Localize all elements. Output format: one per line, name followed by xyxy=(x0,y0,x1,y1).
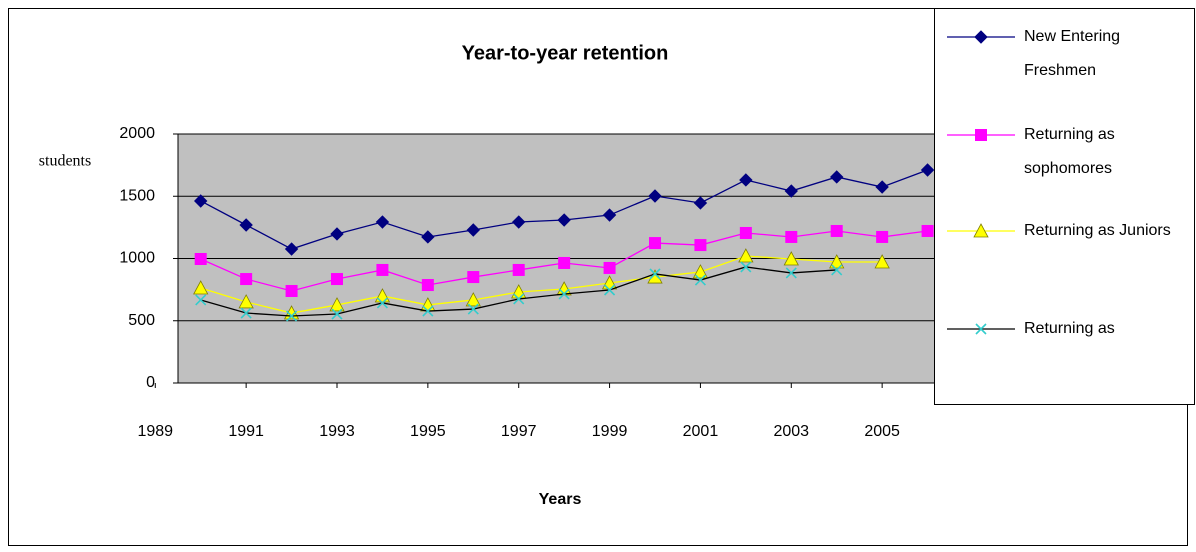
marker xyxy=(239,218,253,232)
marker xyxy=(831,264,843,276)
marker xyxy=(830,170,844,184)
marker xyxy=(421,279,434,292)
marker xyxy=(238,294,254,309)
x-tick-label: 1991 xyxy=(228,423,264,440)
marker xyxy=(875,180,889,194)
marker xyxy=(558,256,571,269)
marker xyxy=(921,224,934,237)
marker xyxy=(513,293,525,305)
marker xyxy=(194,194,208,208)
marker xyxy=(558,288,570,300)
series-line xyxy=(200,255,883,314)
marker xyxy=(240,307,252,319)
marker xyxy=(648,189,662,203)
marker xyxy=(330,227,344,241)
marker xyxy=(240,273,253,286)
marker xyxy=(329,297,345,312)
marker xyxy=(649,268,661,280)
marker xyxy=(466,223,480,237)
marker xyxy=(193,280,209,295)
x-axis-label: Years xyxy=(539,491,582,508)
y-tick-label: 0 xyxy=(146,374,155,391)
marker xyxy=(739,226,752,239)
marker xyxy=(195,294,207,306)
x-tick-label: 1995 xyxy=(410,423,446,440)
marker xyxy=(512,263,525,276)
marker xyxy=(375,215,390,229)
y-tick-label: 500 xyxy=(128,312,155,329)
marker xyxy=(512,215,526,229)
marker xyxy=(740,261,752,273)
x-tick-label: 1993 xyxy=(319,423,355,440)
legend-symbol xyxy=(947,223,1015,238)
marker xyxy=(783,251,799,266)
y-tick-label: 1000 xyxy=(119,250,155,267)
legend-symbol xyxy=(947,129,1015,141)
y-tick-label: 2000 xyxy=(119,125,155,142)
marker xyxy=(829,254,845,269)
marker xyxy=(694,239,707,252)
marker xyxy=(975,323,987,335)
marker xyxy=(331,308,343,320)
y-tick-label: 1500 xyxy=(119,187,155,204)
marker xyxy=(784,184,798,198)
x-tick-label: 1997 xyxy=(501,423,537,440)
marker xyxy=(557,213,571,227)
marker xyxy=(285,284,298,297)
marker xyxy=(785,230,798,243)
marker xyxy=(785,267,797,279)
marker xyxy=(376,263,389,276)
chart-title: Year-to-year retention xyxy=(462,42,669,64)
legend-symbol xyxy=(947,323,1015,335)
marker xyxy=(331,273,343,286)
marker xyxy=(974,30,988,44)
marker xyxy=(467,271,480,284)
x-tick-label: 2003 xyxy=(773,423,809,440)
marker xyxy=(422,305,434,317)
legend-label: Returning as Juniors xyxy=(1024,222,1171,239)
marker xyxy=(284,242,299,256)
marker xyxy=(467,303,479,315)
marker xyxy=(602,208,617,222)
legend-label: Returning as xyxy=(1024,320,1115,337)
marker xyxy=(604,284,616,296)
legend-symbol xyxy=(947,30,1015,44)
marker xyxy=(465,292,481,307)
y-axis-label: students xyxy=(39,153,91,170)
marker xyxy=(194,252,207,265)
x-tick-label: 2005 xyxy=(864,423,900,440)
marker xyxy=(975,129,987,141)
marker xyxy=(830,224,843,237)
x-tick-label: 1989 xyxy=(137,423,173,440)
legend-label: New Entering Freshmen xyxy=(1024,28,1121,79)
x-tick-label: 1999 xyxy=(592,423,628,440)
marker xyxy=(973,223,989,238)
x-tick-label: 2001 xyxy=(683,423,719,440)
legend-label: Returning as sophomores xyxy=(1024,126,1115,177)
marker xyxy=(694,274,706,286)
marker xyxy=(421,230,435,244)
marker xyxy=(874,254,890,269)
marker xyxy=(738,248,754,263)
marker xyxy=(286,310,298,322)
marker xyxy=(692,264,709,279)
marker xyxy=(603,261,616,274)
marker xyxy=(876,230,889,243)
marker xyxy=(376,297,388,309)
marker xyxy=(920,163,935,177)
marker xyxy=(649,237,661,250)
marker xyxy=(739,173,753,187)
marker xyxy=(693,196,708,210)
legend: New Entering Freshmen Returning as sophom… xyxy=(934,8,1195,405)
